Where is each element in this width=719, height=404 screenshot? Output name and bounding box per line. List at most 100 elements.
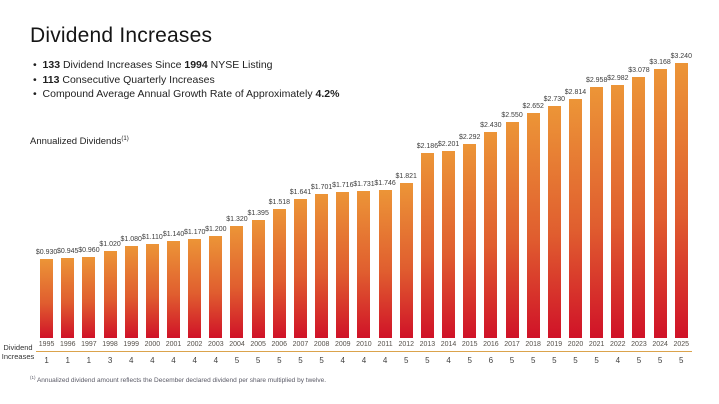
bar-column-1995: $0.930 [36,249,57,338]
bar [103,251,117,338]
bar-column-2002: $1.170 [184,229,205,338]
year-tick-label: 2021 [588,341,605,348]
row-label-line1: Dividend [3,343,33,352]
bar-column-1998: $1.020 [99,241,121,338]
increase-count: 5 [573,356,578,365]
increase-count: 5 [657,356,663,365]
bar-value-label: $0.945 [57,247,79,255]
increase-count: 4 [128,356,134,365]
bar-column-2005: $1.395 [247,210,269,338]
year-tick-label: 2011 [377,341,393,348]
increase-count: 4 [361,356,367,365]
footnote: (1) Annualized dividend amount reflects … [30,375,326,384]
year-tick-label: 2015 [461,341,478,348]
bar [463,143,477,338]
increase-count: 4 [213,356,219,365]
increase-count: 5 [298,356,303,365]
bar-column-2020: $2.814 [565,89,586,338]
year-tick-label: 2009 [334,341,351,348]
year-tick-label: 2001 [165,341,182,348]
increase-count: 4 [192,356,197,365]
year-tick-label: 2006 [271,341,288,348]
increase-count: 5 [594,356,599,365]
bar-value-label: $1.170 [183,228,206,236]
bar [505,121,519,338]
bar-column-2015: $2.292 [459,134,480,338]
bar [61,257,75,338]
bar-column-2008: $1.701 [311,184,332,338]
year-tick-label: 2019 [546,341,563,348]
year-tick-label: 2025 [673,341,690,348]
chart-label-text: Annualized Dividends [30,136,122,148]
bar [378,189,392,338]
year-tick-label: 2007 [292,341,309,348]
increase-count: 4 [615,356,621,365]
year-tick-label: 2005 [250,341,266,348]
bar-value-label: $1.701 [310,183,333,191]
year-tick-label: 1997 [81,341,97,348]
increase-count: 5 [509,356,515,365]
year-tick-label: 1999 [123,341,139,348]
year-tick-label: 2004 [229,341,245,348]
bar-column-2003: $1.200 [205,226,227,338]
bar-value-label: $2.430 [480,121,502,129]
bar [484,131,498,338]
increase-count: 3 [107,356,113,365]
year-tick-label: 2023 [631,341,647,348]
bar-value-label: $3.078 [628,66,650,74]
increase-count: 4 [382,356,388,365]
bar-column-2017: $2.550 [501,112,523,338]
increase-count: 4 [340,356,345,365]
bar-value-label: $1.746 [374,179,396,187]
bar-value-label: $1.518 [268,199,291,207]
bar [188,238,202,338]
bar-column-1996: $0.945 [57,248,78,338]
year-tick-label: 2017 [504,341,520,348]
year-tick-label: 2018 [525,341,541,348]
bar [82,256,96,338]
year-tick-label: 2020 [567,341,584,348]
bar [336,192,350,338]
bar [611,84,625,338]
year-tick-label: 2024 [652,341,668,348]
year-tick-label: 2016 [483,341,499,348]
bullet-segment: Dividend Increases Since [60,59,185,71]
bar-value-label: $1.821 [395,173,417,181]
bar-column-2022: $2.982 [607,75,629,338]
bar-value-label: $1.731 [353,181,375,189]
bullet-segment: 133 [42,59,61,71]
bar-value-label: $3.240 [670,53,692,60]
bullet-segment: Consecutive Quarterly Increases [59,73,215,86]
bar-column-2025: $3.240 [671,53,692,338]
year-tick-label: 1996 [59,341,76,348]
year-tick-label: 2010 [356,341,372,348]
bar [674,63,688,338]
bar-value-label: $2.201 [437,141,460,149]
bar-value-label: $3.168 [649,59,671,67]
row-label-line2: Increases [1,352,35,361]
footnote-text: Annualized dividend amount reflects the … [36,377,327,385]
year-tick-label: 2000 [144,341,161,348]
bar-column-2006: $1.518 [269,199,290,338]
increase-count: 4 [446,356,451,365]
increase-count: 5 [319,356,324,365]
increase-count: 5 [530,356,536,365]
bar [547,106,561,338]
year-tick-label: 1995 [38,341,55,348]
increase-count: 4 [150,356,155,365]
bar [442,151,456,338]
bar-column-1999: $1.080 [121,236,142,338]
bar-value-label: $1.200 [205,226,227,234]
bar-value-label: $1.716 [332,182,354,190]
year-tick-label: 2008 [313,341,330,348]
bar-value-label: $1.020 [99,241,121,249]
bar-column-2010: $1.731 [353,181,375,338]
bar-column-2011: $1.746 [374,179,396,338]
increase-count: 4 [171,356,176,365]
bullet-segment: Compound Average Annual Growth Rate of A… [42,88,316,100]
bar [357,191,371,338]
bar-column-2016: $2.430 [480,121,502,338]
dividend-increases-row-label: Dividend Increases [1,343,35,361]
increase-count: 5 [234,356,240,365]
increase-count: 5 [636,356,642,365]
